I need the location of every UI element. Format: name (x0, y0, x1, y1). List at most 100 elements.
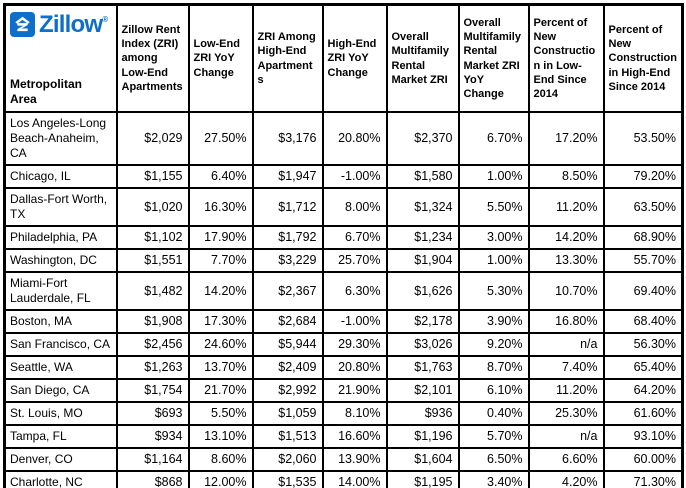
value-cell-zri-low-end: $1,551 (115, 248, 190, 273)
value-cell-high-end-yoy: -1.00% (321, 164, 388, 189)
metro-cell: San Francisco, CA (3, 332, 118, 357)
value-cell-overall-zri: $936 (385, 401, 460, 426)
value-cell-zri-high-end: $1,535 (251, 470, 324, 488)
value-cell-new-construction-high-end: 61.60% (602, 401, 684, 426)
value-cell-zri-high-end: $1,947 (251, 164, 324, 189)
value-cell-low-end-yoy: 24.60% (187, 332, 254, 357)
row-header-label: Metropolitan Area (10, 76, 82, 107)
value-cell-new-construction-low-end: 10.70% (527, 271, 605, 311)
value-cell-zri-high-end: $3,229 (251, 248, 324, 273)
table-row: Washington, DC $1,551 7.70% $3,229 25.70… (3, 248, 684, 273)
value-cell-high-end-yoy: 20.80% (321, 355, 388, 380)
value-cell-overall-zri: $3,026 (385, 332, 460, 357)
value-cell-overall-zri-yoy: 3.00% (457, 225, 530, 250)
zillow-wordmark: Zillow® (39, 12, 109, 37)
value-cell-new-construction-low-end: 14.20% (527, 225, 605, 250)
value-cell-new-construction-low-end: 13.30% (527, 248, 605, 273)
value-cell-high-end-yoy: 6.30% (321, 271, 388, 311)
value-cell-low-end-yoy: 12.00% (187, 470, 254, 488)
value-cell-zri-high-end: $2,409 (251, 355, 324, 380)
value-cell-zri-low-end: $2,456 (115, 332, 190, 357)
value-cell-overall-zri: $1,604 (385, 447, 460, 472)
value-cell-new-construction-high-end: 53.50% (602, 111, 684, 166)
value-cell-overall-zri: $1,234 (385, 225, 460, 250)
value-cell-new-construction-low-end: 11.20% (527, 378, 605, 403)
value-cell-low-end-yoy: 16.30% (187, 187, 254, 227)
value-cell-zri-high-end: $5,944 (251, 332, 324, 357)
value-cell-high-end-yoy: 14.00% (321, 470, 388, 488)
value-cell-high-end-yoy: -1.00% (321, 309, 388, 334)
col-header-overall-zri: Overall Multifamily Rental Market ZRI (385, 3, 460, 113)
value-cell-new-construction-high-end: 55.70% (602, 248, 684, 273)
value-cell-overall-zri: $1,904 (385, 248, 460, 273)
metro-cell: Washington, DC (3, 248, 118, 273)
table-row: Charlotte, NC $868 12.00% $1,535 14.00% … (3, 470, 684, 488)
value-cell-zri-high-end: $1,712 (251, 187, 324, 227)
value-cell-new-construction-high-end: 71.30% (602, 470, 684, 488)
value-cell-new-construction-high-end: 79.20% (602, 164, 684, 189)
corner-header-cell: Zillow® Metropolitan Area (3, 3, 118, 113)
value-cell-zri-high-end: $1,513 (251, 424, 324, 449)
col-header-new-construction-high-end: Percent of New Construction in High-End … (602, 3, 684, 113)
value-cell-overall-zri-yoy: 5.30% (457, 271, 530, 311)
table-row: Boston, MA $1,908 17.30% $2,684 -1.00% $… (3, 309, 684, 334)
value-cell-overall-zri: $2,101 (385, 378, 460, 403)
registered-trademark-icon: ® (102, 14, 109, 24)
value-cell-new-construction-low-end: n/a (527, 424, 605, 449)
value-cell-overall-zri-yoy: 5.70% (457, 424, 530, 449)
value-cell-high-end-yoy: 21.90% (321, 378, 388, 403)
value-cell-zri-low-end: $934 (115, 424, 190, 449)
value-cell-zri-low-end: $1,164 (115, 447, 190, 472)
table-row: Dallas-Fort Worth, TX $1,020 16.30% $1,7… (3, 187, 684, 227)
value-cell-low-end-yoy: 17.90% (187, 225, 254, 250)
value-cell-new-construction-low-end: 11.20% (527, 187, 605, 227)
value-cell-overall-zri: $1,196 (385, 424, 460, 449)
value-cell-zri-low-end: $2,029 (115, 111, 190, 166)
metro-cell: Seattle, WA (3, 355, 118, 380)
metro-cell: San Diego, CA (3, 378, 118, 403)
col-header-zri-high-end: ZRI Among High-End Apartments (251, 3, 324, 113)
table-row: San Francisco, CA $2,456 24.60% $5,944 2… (3, 332, 684, 357)
value-cell-new-construction-high-end: 69.40% (602, 271, 684, 311)
value-cell-low-end-yoy: 14.20% (187, 271, 254, 311)
value-cell-zri-high-end: $1,059 (251, 401, 324, 426)
metro-cell: Los Angeles-Long Beach-Anaheim, CA (3, 111, 118, 166)
value-cell-high-end-yoy: 8.00% (321, 187, 388, 227)
value-cell-overall-zri: $2,178 (385, 309, 460, 334)
value-cell-zri-low-end: $1,908 (115, 309, 190, 334)
value-cell-overall-zri-yoy: 8.70% (457, 355, 530, 380)
value-cell-overall-zri-yoy: 6.50% (457, 447, 530, 472)
value-cell-zri-low-end: $1,263 (115, 355, 190, 380)
metro-cell: Chicago, IL (3, 164, 118, 189)
value-cell-zri-low-end: $693 (115, 401, 190, 426)
metro-cell: Boston, MA (3, 309, 118, 334)
col-header-overall-zri-yoy: Overall Multifamily Rental Market ZRI Yo… (457, 3, 530, 113)
metro-cell: Dallas-Fort Worth, TX (3, 187, 118, 227)
metro-cell: Denver, CO (3, 447, 118, 472)
value-cell-new-construction-high-end: 93.10% (602, 424, 684, 449)
col-header-high-end-yoy: High-End ZRI YoY Change (321, 3, 388, 113)
value-cell-new-construction-low-end: 16.80% (527, 309, 605, 334)
value-cell-overall-zri-yoy: 1.00% (457, 248, 530, 273)
value-cell-low-end-yoy: 6.40% (187, 164, 254, 189)
table-row: Philadelphia, PA $1,102 17.90% $1,792 6.… (3, 225, 684, 250)
table-row: Tampa, FL $934 13.10% $1,513 16.60% $1,1… (3, 424, 684, 449)
value-cell-new-construction-low-end: n/a (527, 332, 605, 357)
value-cell-zri-low-end: $1,102 (115, 225, 190, 250)
value-cell-new-construction-low-end: 8.50% (527, 164, 605, 189)
value-cell-high-end-yoy: 8.10% (321, 401, 388, 426)
value-cell-new-construction-high-end: 65.40% (602, 355, 684, 380)
metro-cell: Philadelphia, PA (3, 225, 118, 250)
value-cell-overall-zri-yoy: 5.50% (457, 187, 530, 227)
value-cell-overall-zri-yoy: 6.70% (457, 111, 530, 166)
value-cell-overall-zri-yoy: 6.10% (457, 378, 530, 403)
table-row: St. Louis, MO $693 5.50% $1,059 8.10% $9… (3, 401, 684, 426)
metro-cell: Miami-Fort Lauderdale, FL (3, 271, 118, 311)
value-cell-overall-zri-yoy: 9.20% (457, 332, 530, 357)
table-row: Seattle, WA $1,263 13.70% $2,409 20.80% … (3, 355, 684, 380)
table-row: Los Angeles-Long Beach-Anaheim, CA $2,02… (3, 111, 684, 166)
value-cell-new-construction-low-end: 17.20% (527, 111, 605, 166)
value-cell-high-end-yoy: 13.90% (321, 447, 388, 472)
value-cell-zri-low-end: $1,020 (115, 187, 190, 227)
